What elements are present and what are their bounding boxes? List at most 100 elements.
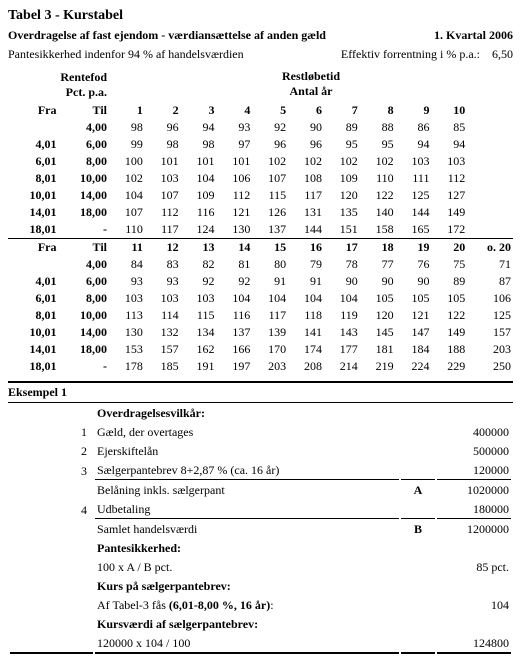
cell: 197: [216, 358, 252, 375]
row-fra: 4,01: [8, 136, 59, 153]
cell: 125: [467, 307, 513, 324]
col-header: 18: [360, 239, 396, 257]
col-header: 2: [145, 102, 181, 119]
cell: 105: [360, 290, 396, 307]
cell: 114: [145, 307, 181, 324]
cell: 126: [252, 204, 288, 221]
row-til: 8,00: [59, 290, 110, 307]
cell: 96: [145, 119, 181, 136]
cell: [467, 119, 513, 136]
row-fra: 10,01: [8, 187, 59, 204]
cell: 104: [252, 290, 288, 307]
cell: 101: [216, 153, 252, 170]
cell: 103: [181, 290, 217, 307]
cell: 103: [145, 170, 181, 187]
cell: [467, 187, 513, 204]
cell: 224: [396, 358, 432, 375]
cell: 91: [288, 273, 324, 290]
cell: [467, 204, 513, 221]
col-header: 6: [288, 102, 324, 119]
row-til: 8,00: [59, 153, 110, 170]
cell: 86: [396, 119, 432, 136]
cell: 90: [360, 273, 396, 290]
row-fra: [8, 119, 59, 136]
col-header: 12: [145, 239, 181, 257]
row-fra: 18,01: [8, 358, 59, 375]
cell: [467, 170, 513, 187]
cell: 92: [216, 273, 252, 290]
cell: 151: [324, 221, 360, 239]
cell: 81: [216, 256, 252, 273]
cell: 90: [288, 119, 324, 136]
cell: 121: [216, 204, 252, 221]
cell: 105: [396, 290, 432, 307]
cell: 110: [360, 170, 396, 187]
cell: 101: [145, 153, 181, 170]
cell: 95: [360, 136, 396, 153]
col-header: 17: [324, 239, 360, 257]
cell: 89: [324, 119, 360, 136]
cell: 184: [396, 341, 432, 358]
cell: 95: [324, 136, 360, 153]
cell: 106: [467, 290, 513, 307]
row-til: 18,00: [59, 204, 110, 221]
cell: 97: [216, 136, 252, 153]
cell: 98: [145, 136, 181, 153]
cell: 120: [324, 187, 360, 204]
cell: 80: [252, 256, 288, 273]
cell: 143: [324, 324, 360, 341]
col-header: 10: [431, 102, 467, 119]
cell: 178: [109, 358, 145, 375]
cell: 166: [216, 341, 252, 358]
col-header: 16: [288, 239, 324, 257]
cell: 102: [252, 153, 288, 170]
cell: 75: [431, 256, 467, 273]
cell: 117: [145, 221, 181, 239]
cell: 132: [145, 324, 181, 341]
cell: 149: [431, 324, 467, 341]
cell: 134: [181, 324, 217, 341]
row-til: -: [59, 221, 110, 239]
cell: 92: [181, 273, 217, 290]
row-fra: [8, 256, 59, 273]
cell: 130: [109, 324, 145, 341]
cell: 141: [288, 324, 324, 341]
cell: 110: [109, 221, 145, 239]
cell: 115: [181, 307, 217, 324]
cell: 83: [145, 256, 181, 273]
cell: 104: [109, 187, 145, 204]
cell: 165: [396, 221, 432, 239]
cell: 102: [360, 153, 396, 170]
cell: 139: [252, 324, 288, 341]
cell: 108: [288, 170, 324, 187]
row-til: 4,00: [59, 256, 110, 273]
table-title: Tabel 3 - Kurstabel: [8, 8, 513, 24]
cell: 130: [216, 221, 252, 239]
cell: 106: [216, 170, 252, 187]
example-header: Eksempel 1: [8, 381, 513, 403]
cell: 121: [396, 307, 432, 324]
row-fra: 10,01: [8, 324, 59, 341]
row-til: 14,00: [59, 324, 110, 341]
cell: 172: [431, 221, 467, 239]
cell: 71: [467, 256, 513, 273]
col-header: 13: [181, 239, 217, 257]
cell: 145: [360, 324, 396, 341]
cell: 98: [109, 119, 145, 136]
col-header: 14: [216, 239, 252, 257]
cell: 90: [396, 273, 432, 290]
cell: 116: [216, 307, 252, 324]
cell: 122: [360, 187, 396, 204]
cell: 122: [431, 307, 467, 324]
subtitle-left: Overdragelse af fast ejendom - værdiansæ…: [8, 28, 326, 43]
cell: 104: [216, 290, 252, 307]
row-til: 18,00: [59, 341, 110, 358]
cell: 104: [181, 170, 217, 187]
cell: [467, 136, 513, 153]
cell: 191: [181, 358, 217, 375]
cell: 208: [288, 358, 324, 375]
cell: 111: [396, 170, 432, 187]
cell: 78: [324, 256, 360, 273]
cell: 103: [431, 153, 467, 170]
col-header: 5: [252, 102, 288, 119]
